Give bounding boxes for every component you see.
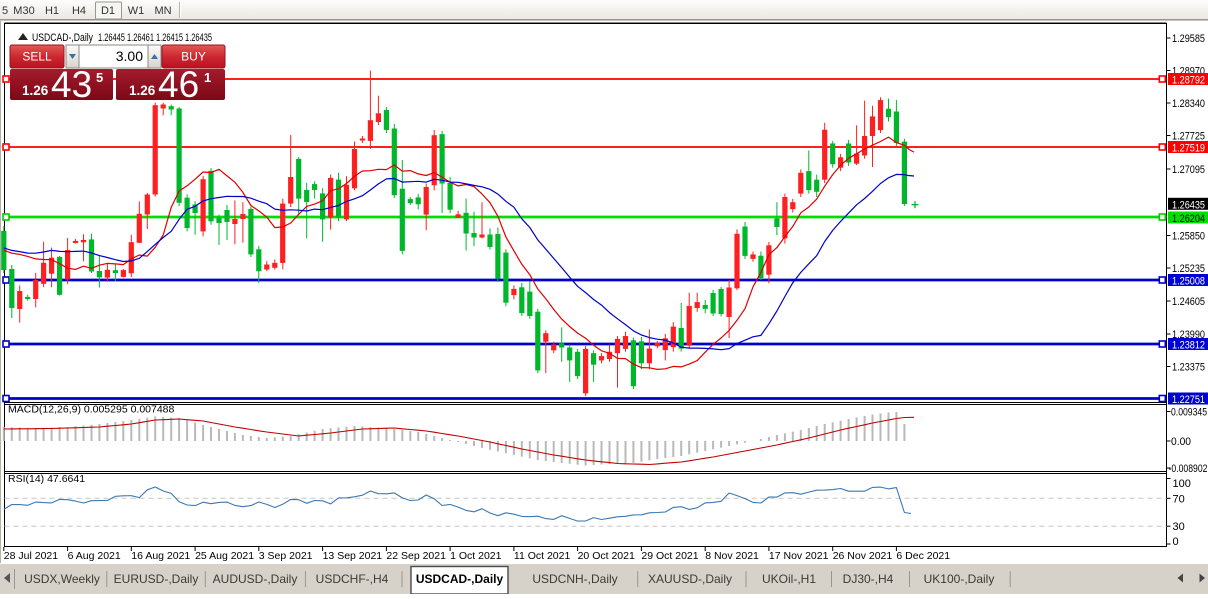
svg-text:30: 30 (1173, 521, 1185, 533)
svg-text:26 Nov 2021: 26 Nov 2021 (833, 550, 893, 562)
svg-text:H4: H4 (72, 5, 86, 17)
svg-text:USDCHF-,H4: USDCHF-,H4 (316, 572, 389, 586)
svg-text:1.26435: 1.26435 (1172, 199, 1205, 211)
svg-text:11 Oct 2021: 11 Oct 2021 (514, 550, 571, 562)
svg-text:SELL: SELL (22, 50, 52, 64)
svg-text:1.26204: 1.26204 (1172, 213, 1205, 225)
svg-text:1.28340: 1.28340 (1172, 98, 1205, 110)
svg-text:3.00: 3.00 (116, 48, 143, 64)
svg-text:6 Dec 2021: 6 Dec 2021 (896, 550, 950, 562)
svg-text:100: 100 (1173, 478, 1191, 490)
svg-text:1.29585: 1.29585 (1172, 33, 1205, 45)
svg-text:5: 5 (96, 70, 103, 85)
svg-text:1: 1 (204, 70, 211, 85)
svg-text:UK100-,Daily: UK100-,Daily (924, 572, 995, 586)
svg-text:1.25235: 1.25235 (1172, 263, 1205, 275)
svg-text:H1: H1 (45, 5, 59, 17)
svg-text:RSI(14) 47.6641: RSI(14) 47.6641 (8, 473, 85, 485)
svg-text:0: 0 (1173, 536, 1179, 548)
svg-text:43: 43 (51, 64, 92, 105)
svg-text:1.26: 1.26 (22, 83, 49, 98)
svg-text:1.27095: 1.27095 (1172, 164, 1205, 176)
svg-text:3 Sep 2021: 3 Sep 2021 (259, 550, 313, 562)
svg-text:1.24605: 1.24605 (1172, 296, 1205, 308)
svg-text:D1: D1 (101, 5, 115, 17)
svg-text:-0.008902: -0.008902 (1169, 463, 1208, 475)
svg-text:0.00: 0.00 (1171, 436, 1191, 448)
svg-text:1.22751: 1.22751 (1172, 394, 1205, 406)
svg-text:USDCNH-,Daily: USDCNH-,Daily (532, 572, 617, 586)
svg-text:MN: MN (154, 5, 171, 17)
svg-text:13 Sep 2021: 13 Sep 2021 (323, 550, 383, 562)
svg-text:BUY: BUY (181, 50, 206, 64)
svg-text:28 Jul 2021: 28 Jul 2021 (4, 550, 58, 562)
svg-text:1.27725: 1.27725 (1172, 131, 1205, 143)
svg-text:AUDUSD-,Daily: AUDUSD-,Daily (213, 572, 298, 586)
svg-text:1.28792: 1.28792 (1172, 75, 1205, 87)
svg-text:20 Oct 2021: 20 Oct 2021 (578, 550, 635, 562)
svg-text:W1: W1 (128, 5, 145, 17)
svg-text:UKOil-,H1: UKOil-,H1 (762, 572, 816, 586)
svg-text:MACD(12,26,9) 0.005295 0.00748: MACD(12,26,9) 0.005295 0.007488 (8, 404, 175, 416)
svg-text:1.23812: 1.23812 (1172, 340, 1205, 352)
svg-text:0.009345: 0.009345 (1171, 407, 1207, 419)
svg-text:22 Sep 2021: 22 Sep 2021 (386, 550, 446, 562)
svg-text:25 Aug 2021: 25 Aug 2021 (195, 550, 254, 562)
svg-text:USDX,Weekly: USDX,Weekly (24, 572, 100, 586)
svg-text:17 Nov 2021: 17 Nov 2021 (769, 550, 829, 562)
svg-text:6 Aug 2021: 6 Aug 2021 (68, 550, 121, 562)
svg-text:DJ30-,H4: DJ30-,H4 (843, 572, 894, 586)
svg-text:46: 46 (158, 64, 199, 105)
svg-text:1.27519: 1.27519 (1172, 143, 1205, 155)
svg-text:1.25850: 1.25850 (1172, 231, 1205, 243)
svg-text:M30: M30 (13, 5, 34, 17)
svg-text:5: 5 (2, 5, 8, 17)
svg-text:8 Nov 2021: 8 Nov 2021 (705, 550, 759, 562)
svg-text:70: 70 (1173, 493, 1185, 505)
svg-text:EURUSD-,Daily: EURUSD-,Daily (114, 572, 199, 586)
svg-text:XAUUSD-,Daily: XAUUSD-,Daily (648, 572, 732, 586)
svg-text:1.23375: 1.23375 (1172, 362, 1205, 374)
svg-text:16 Aug 2021: 16 Aug 2021 (131, 550, 190, 562)
svg-text:29 Oct 2021: 29 Oct 2021 (641, 550, 698, 562)
svg-text:1.25008: 1.25008 (1172, 276, 1205, 288)
svg-text:USDCAD-,Daily: USDCAD-,Daily (416, 572, 504, 586)
svg-text:1.26: 1.26 (129, 83, 156, 98)
svg-text:1 Oct 2021: 1 Oct 2021 (450, 550, 502, 562)
svg-text:1.26445 1.26461 1.26415 1.2643: 1.26445 1.26461 1.26415 1.26435 (98, 32, 212, 44)
svg-text:USDCAD-,Daily: USDCAD-,Daily (32, 32, 93, 44)
